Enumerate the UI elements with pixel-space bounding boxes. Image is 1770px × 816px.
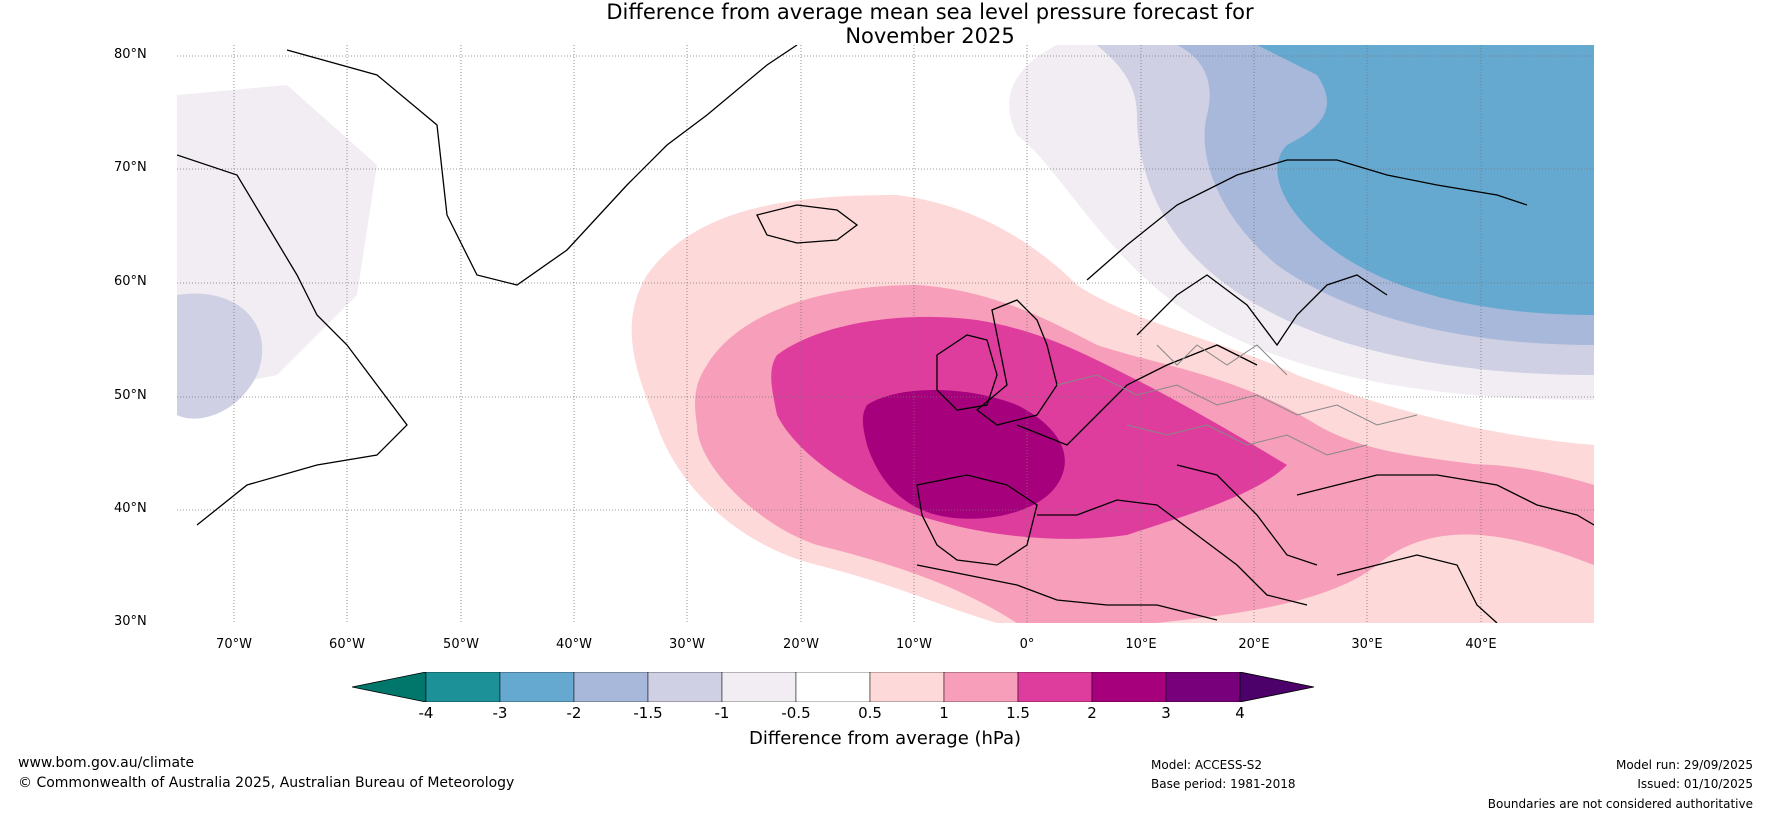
colorbar-segment [425, 672, 501, 702]
title-line-1: Difference from average mean sea level p… [606, 0, 1254, 24]
lon-label-30e: 30°E [1351, 637, 1383, 652]
lat-label-70n: 70°N [114, 160, 147, 175]
lon-label-70w: 70°W [216, 637, 252, 652]
lon-label-10e: 10°E [1125, 637, 1157, 652]
colorbar-tick-label: 3 [1161, 704, 1171, 722]
lat-label-60n: 60°N [114, 274, 147, 289]
colorbar-segment [647, 672, 723, 702]
lon-label-10w: 10°W [896, 637, 932, 652]
colorbar-tick-label: 0.5 [858, 704, 882, 722]
footer-model-run: Model run: 29/09/2025 [1615, 758, 1753, 772]
title-line-2: November 2025 [845, 24, 1015, 48]
colorbar-segment [869, 672, 945, 702]
footer-base-period: Base period: 1981-2018 [1151, 777, 1296, 791]
lon-label-30w: 30°W [669, 637, 705, 652]
colorbar-segments [352, 672, 1315, 702]
coastlines [177, 45, 1594, 623]
footer-disclaimer: Boundaries are not considered authoritat… [1487, 797, 1753, 811]
footer-copyright: © Commonwealth of Australia 2025, Austra… [18, 775, 515, 791]
lon-label-40w: 40°W [556, 637, 592, 652]
colorbar-tick-label: 4 [1235, 704, 1245, 722]
graticule [177, 45, 1594, 623]
borders [1056, 344, 1418, 456]
colorbar-tick-label: 1.5 [1006, 704, 1030, 722]
colorbar-tick-label: -4 [418, 704, 434, 722]
lon-label-60w: 60°W [329, 637, 365, 652]
footer-site[interactable]: www.bom.gov.au/climate [18, 755, 195, 771]
anomaly-fields [177, 45, 1594, 623]
lon-label-20w: 20°W [783, 637, 819, 652]
footer-model: Model: ACCESS-S2 [1151, 758, 1263, 772]
colorbar-segment [721, 672, 797, 702]
lon-label-50w: 50°W [443, 637, 479, 652]
lon-label-20e: 20°E [1238, 637, 1270, 652]
colorbar-segment [1091, 672, 1167, 702]
colorbar-label: Difference from average (hPa) [748, 728, 1022, 749]
lat-label-50n: 50°N [114, 388, 147, 403]
colorbar-tick-label: 2 [1087, 704, 1097, 722]
lat-label-30n: 30°N [114, 614, 147, 629]
lat-label-80n: 80°N [114, 47, 147, 62]
colorbar-segment [1017, 672, 1093, 702]
colorbar-segment [499, 672, 575, 702]
colorbar-tick-label: -2 [566, 704, 582, 722]
colorbar-arrow-left [352, 672, 427, 702]
colorbar-arrow-right [1239, 672, 1315, 702]
lon-label-40e: 40°E [1465, 637, 1497, 652]
colorbar-segment [943, 672, 1019, 702]
colorbar [352, 672, 1315, 702]
lat-label-40n: 40°N [114, 501, 147, 516]
colorbar-tick-label: 1 [939, 704, 949, 722]
colorbar-segment [573, 672, 649, 702]
colorbar-segment [795, 672, 871, 702]
colorbar-segment [1165, 672, 1241, 702]
map-svg [177, 45, 1594, 623]
lon-label-0: 0° [1019, 637, 1035, 652]
colorbar-tick-label: -3 [492, 704, 508, 722]
colorbar-tick-label: -0.5 [781, 704, 811, 722]
footer-issued: Issued: 01/10/2025 [1637, 777, 1753, 791]
colorbar-tick-label: -1.5 [633, 704, 663, 722]
pressure-anomaly-map [177, 45, 1594, 623]
colorbar-tick-label: -1 [714, 704, 730, 722]
map-title: Difference from average mean sea level p… [0, 0, 1770, 48]
